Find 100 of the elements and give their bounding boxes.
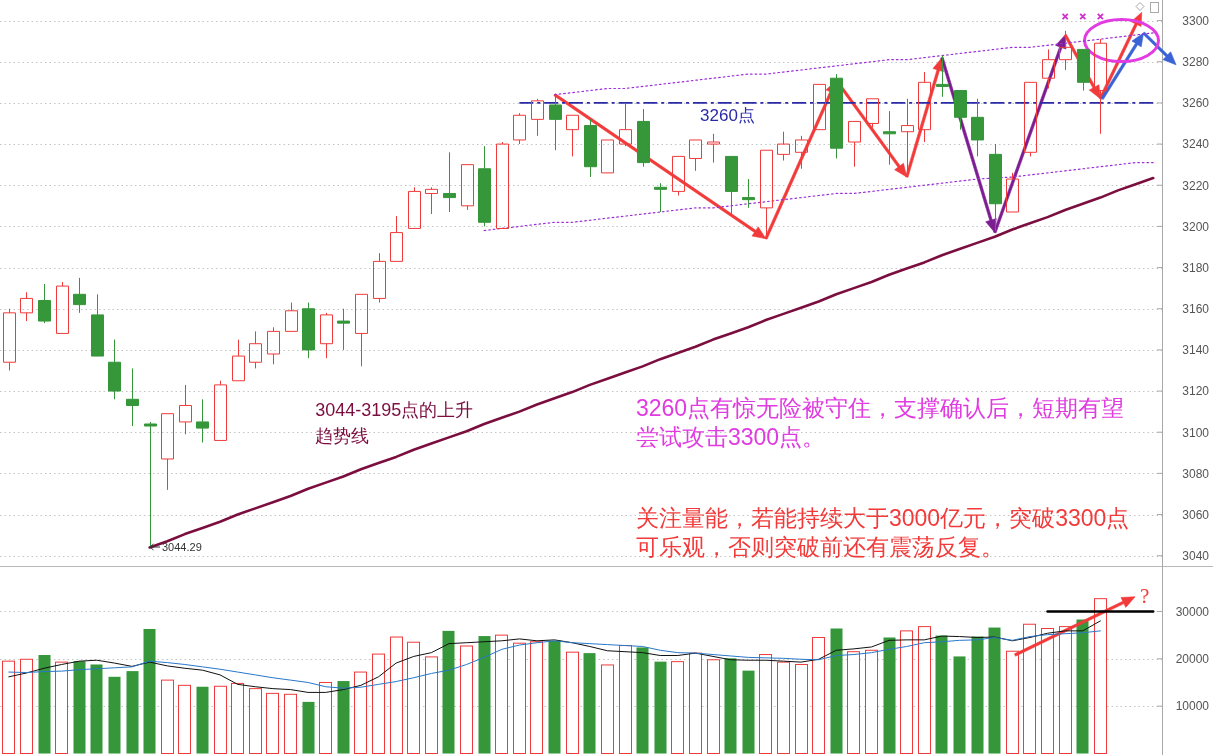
candlestick [478, 145, 491, 227]
candlestick [126, 367, 139, 427]
candlestick [531, 98, 544, 137]
annotation: ? [1140, 583, 1150, 608]
candlestick [390, 215, 403, 262]
candlestick [302, 302, 315, 359]
bar [530, 641, 543, 754]
bar [284, 693, 297, 754]
bar [231, 682, 244, 754]
bar [636, 647, 649, 754]
y-tick-label: 30000 [1175, 604, 1210, 619]
bar [1059, 626, 1072, 754]
candlestick [443, 151, 456, 213]
bar [407, 641, 420, 754]
candlestick [320, 312, 333, 359]
bar [460, 645, 473, 754]
bar [795, 663, 808, 754]
candlestick [56, 281, 69, 334]
candlestick [196, 398, 209, 444]
candlestick [513, 112, 526, 145]
candlestick [285, 302, 298, 332]
bar [689, 652, 702, 754]
candlestick [813, 83, 826, 131]
bar [548, 640, 561, 754]
bar [214, 685, 227, 754]
bar [249, 688, 262, 754]
candlestick [566, 114, 579, 157]
candlestick [689, 139, 702, 172]
bar [1006, 650, 1019, 754]
bar [865, 649, 878, 754]
candlestick [408, 186, 421, 229]
y-tick-label: 3220 [1182, 178, 1210, 193]
y-tick-label: 3080 [1182, 466, 1210, 481]
y-tick-label: 3060 [1182, 507, 1210, 522]
bar [302, 701, 315, 754]
bar [425, 656, 438, 754]
bar [354, 671, 367, 754]
candlestick [496, 141, 509, 229]
bar [178, 684, 191, 754]
candlestick [989, 143, 1002, 232]
y-tick-label: 3100 [1182, 425, 1210, 440]
candlestick [1059, 30, 1072, 71]
y-tick-label: 3200 [1182, 219, 1210, 234]
bar [601, 664, 614, 754]
bar [319, 681, 332, 754]
bar [1076, 619, 1089, 754]
candlestick [108, 339, 121, 400]
candlestick [549, 94, 562, 151]
bar [566, 651, 579, 754]
series-label: 3044-3195点的上升趋势线 [315, 400, 474, 446]
bar [372, 653, 385, 754]
candlestick [355, 293, 368, 367]
candlestick [337, 308, 350, 351]
bar [55, 661, 68, 754]
candlestick [707, 133, 720, 164]
bar [830, 628, 843, 754]
bar [671, 661, 684, 754]
bar [143, 628, 156, 754]
bar [918, 626, 931, 754]
bar [1041, 628, 1054, 754]
candlestick [971, 98, 984, 157]
y-tick-label: 3260 [1182, 96, 1210, 111]
y-tick-label: 3180 [1182, 260, 1210, 275]
bar [1094, 598, 1107, 754]
bar [266, 692, 279, 754]
candlestick [1094, 38, 1107, 135]
y-tick-label: 3140 [1182, 343, 1210, 358]
bar [1023, 623, 1036, 754]
candlestick [91, 293, 104, 357]
bar [38, 655, 51, 754]
bar [900, 630, 913, 754]
candlestick [1006, 172, 1019, 213]
candlestick [1042, 48, 1055, 89]
bar [953, 656, 966, 754]
bar [90, 664, 103, 754]
candlestick [672, 155, 685, 197]
bar [108, 676, 121, 754]
bar [971, 636, 984, 754]
y-tick-label: 3040 [1182, 549, 1210, 564]
bar [513, 642, 526, 754]
bar [495, 634, 508, 754]
candlestick [38, 283, 51, 324]
annotation: 3260点有惊无险被守住，支撑确认后，短期有望尝试攻击3300点。 [636, 395, 1125, 451]
bar [619, 645, 632, 754]
bar [20, 658, 33, 754]
bar [883, 637, 896, 754]
candlestick [73, 277, 86, 314]
bar [161, 679, 174, 754]
candlestick [1077, 48, 1090, 92]
candlestick [637, 108, 650, 168]
candlestick [725, 155, 738, 215]
bar [935, 635, 948, 754]
bar [742, 670, 755, 754]
candlestick [654, 182, 667, 213]
candlestick [601, 139, 614, 174]
bar [988, 627, 1001, 754]
candlestick [866, 98, 879, 129]
candlestick [373, 252, 386, 304]
candlestick [584, 118, 597, 178]
candlestick [179, 384, 192, 435]
